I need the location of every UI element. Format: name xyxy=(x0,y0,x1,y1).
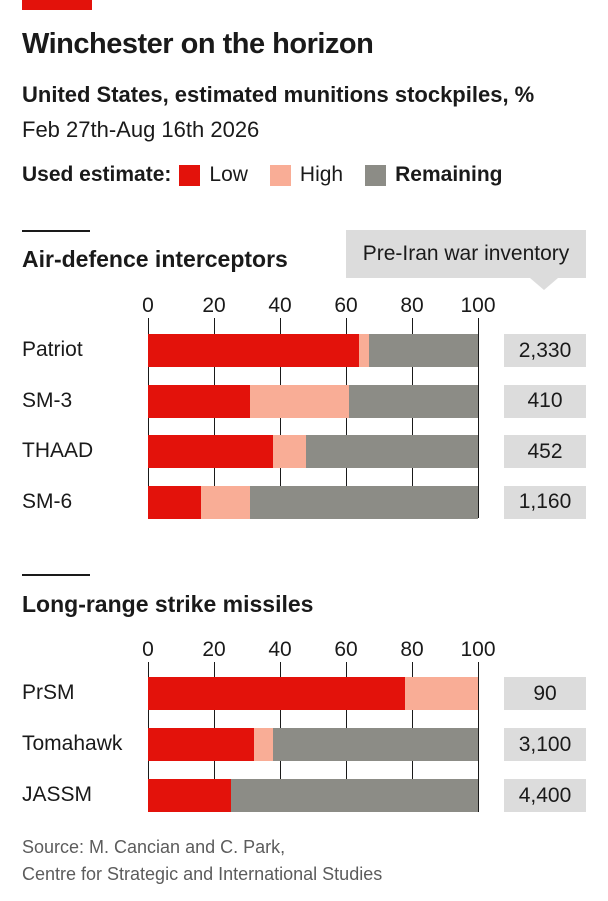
category-label: Tomahawk xyxy=(22,732,123,755)
inventory-header-pointer xyxy=(530,278,558,290)
x-tick-line xyxy=(345,318,347,518)
x-tick-label: 100 xyxy=(460,638,496,661)
source-line-2: Centre for Strategic and International S… xyxy=(22,864,383,884)
category-label: PrSM xyxy=(22,681,75,704)
source-line-1: Source: M. Cancian and C. Park, xyxy=(22,837,286,857)
legend-label: Used estimate: xyxy=(22,163,172,186)
x-tick-label: 80 xyxy=(400,294,424,317)
x-tick-line xyxy=(279,318,281,518)
x-tick-label: 20 xyxy=(202,294,226,317)
legend-text-high: High xyxy=(299,163,344,186)
bar-segment-high xyxy=(250,384,350,418)
accent-bar xyxy=(22,0,92,10)
x-tick-label: 20 xyxy=(202,638,226,661)
category-label: JASSM xyxy=(22,783,93,806)
bar-segment-high xyxy=(273,435,307,468)
legend-swatch-remaining xyxy=(365,164,387,186)
category-label: THAAD xyxy=(22,439,94,462)
x-tick-line xyxy=(477,318,479,518)
category-label: SM-3 xyxy=(22,388,73,412)
bar-segment-remaining xyxy=(369,334,478,367)
x-tick-label: 60 xyxy=(334,294,358,317)
category-label: SM-6 xyxy=(22,489,73,513)
bar-segment-remaining xyxy=(230,779,478,812)
x-tick-label: 40 xyxy=(268,294,292,317)
x-tick-line xyxy=(213,318,215,518)
bar-segment-low xyxy=(148,677,406,710)
bar-segment-remaining xyxy=(250,485,478,519)
bar-segment-remaining xyxy=(273,728,478,761)
bar-segment-low xyxy=(148,384,251,418)
inventory-value: 452 xyxy=(504,435,586,468)
inventory-value: 3,100 xyxy=(504,728,586,761)
bar-segment-low xyxy=(148,728,254,761)
legend-swatch-low xyxy=(179,164,201,186)
x-tick-label: 100 xyxy=(460,294,496,317)
section-title: Long-range strike missiles xyxy=(22,591,314,617)
legend-item-high: High xyxy=(269,163,344,187)
inventory-value: 1,160 xyxy=(504,485,586,519)
category-label: Patriot xyxy=(22,338,83,361)
x-tick-line xyxy=(147,318,149,518)
bar-segment-low xyxy=(148,779,231,812)
bar-segment-high xyxy=(200,485,251,519)
bar-segment-remaining xyxy=(306,435,478,468)
bar-segment-low xyxy=(148,435,274,468)
bar-segment-high xyxy=(253,728,274,761)
section-title: Air-defence interceptors xyxy=(22,246,288,272)
date-range: Feb 27th-Aug 16th 2026 xyxy=(22,117,260,142)
bar-segment-low xyxy=(148,334,360,367)
legend-text-remaining: Remaining xyxy=(395,163,503,186)
section-rule xyxy=(22,230,90,232)
bar-segment-high xyxy=(359,334,370,367)
section-rule xyxy=(22,574,90,576)
legend-item-remaining: Remaining xyxy=(365,163,502,187)
chart-subtitle: United States, estimated munitions stock… xyxy=(22,82,535,107)
x-tick-label: 40 xyxy=(268,638,292,661)
inventory-value: 2,330 xyxy=(504,334,586,367)
legend-swatch-high xyxy=(269,164,291,186)
x-tick-line xyxy=(411,318,413,518)
inventory-value: 410 xyxy=(504,384,586,418)
x-tick-label: 80 xyxy=(400,638,424,661)
bar-segment-low xyxy=(148,485,201,519)
chart-title: Winchester on the horizon xyxy=(22,28,374,60)
legend: Used estimate: Low High Remaining xyxy=(22,160,502,190)
bar-segment-remaining xyxy=(349,384,478,418)
bar-segment-high xyxy=(405,677,478,710)
inventory-value: 90 xyxy=(504,677,586,710)
x-tick-label: 0 xyxy=(142,638,154,661)
inventory-value: 4,400 xyxy=(504,779,586,812)
x-tick-line xyxy=(477,662,479,812)
x-tick-label: 60 xyxy=(334,638,358,661)
inventory-header: Pre-Iran war inventory xyxy=(346,230,586,278)
x-tick-label: 0 xyxy=(142,294,154,317)
legend-text-low: Low xyxy=(209,163,248,186)
legend-item-low: Low xyxy=(179,163,248,187)
